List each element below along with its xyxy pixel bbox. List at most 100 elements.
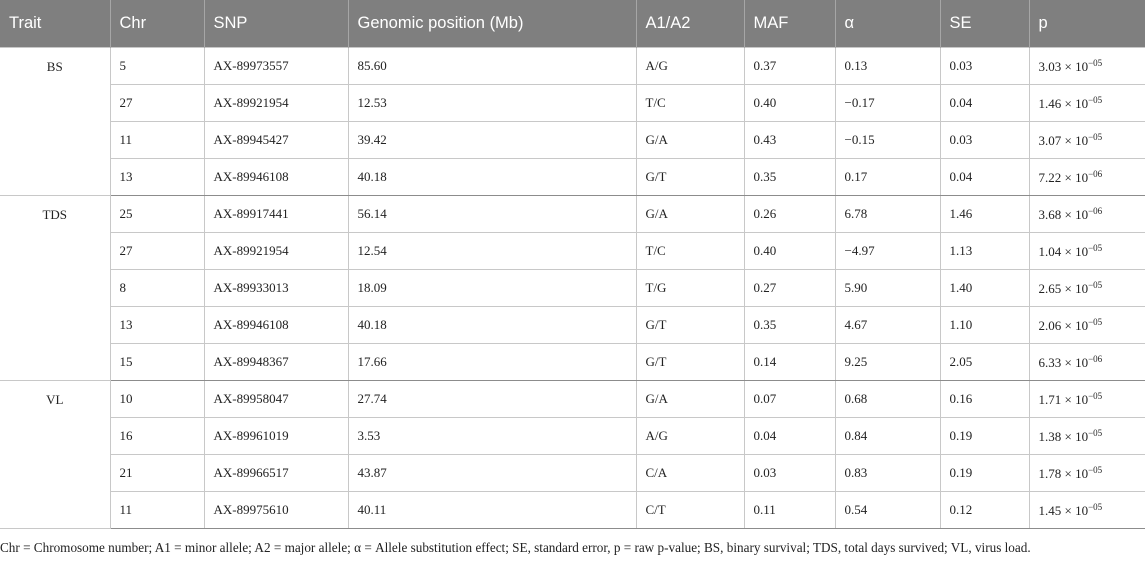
p-value-exponent: −05 xyxy=(1088,501,1103,512)
cell-alpha: 5.90 xyxy=(834,269,941,307)
cell-snp: AX-89921954 xyxy=(203,232,349,270)
cell-maf: 0.37 xyxy=(743,47,836,85)
cell-alpha: −4.97 xyxy=(834,232,941,270)
cell-trait: BS xyxy=(0,47,111,196)
cell-trait: TDS xyxy=(0,195,111,381)
table-row: 13 AX-89946108 40.18 G/T 0.35 4.67 1.10 2.06 × … xyxy=(0,306,1145,344)
cell-snp: AX-89933013 xyxy=(203,269,349,307)
cell-trait: VL xyxy=(0,380,111,529)
cell-se: 0.16 xyxy=(939,380,1030,418)
table-row: 13 AX-89946108 40.18 G/T 0.35 0.17 0.04 7.22 × … xyxy=(0,158,1145,196)
cell-alpha: 0.83 xyxy=(834,454,941,492)
cell-p: 2.65 × 10−05 xyxy=(1028,269,1145,307)
p-value-base: 1.46 × 10 xyxy=(1038,95,1089,111)
cell-position: 12.53 xyxy=(347,84,637,122)
cell-snp: AX-89948367 xyxy=(203,343,349,381)
cell-maf: 0.35 xyxy=(743,306,836,344)
table-row: 8 AX-89933013 18.09 T/G 0.27 5.90 1.40 2.65 × 1… xyxy=(0,269,1145,307)
cell-chr: 16 xyxy=(110,417,205,455)
cell-alleles: G/A xyxy=(635,195,745,233)
p-value-base: 2.06 × 10 xyxy=(1038,317,1089,333)
cell-se: 0.19 xyxy=(939,417,1030,455)
col-header-position: Genomic position (Mb) xyxy=(347,0,636,48)
snp-association-table: Trait Chr SNP Genomic position (Mb) A1/A… xyxy=(0,0,1145,529)
cell-chr: 27 xyxy=(110,232,205,270)
p-value-exponent: −06 xyxy=(1088,353,1103,364)
cell-p: 7.22 × 10−06 xyxy=(1028,158,1145,196)
cell-maf: 0.27 xyxy=(743,269,836,307)
cell-p: 1.04 × 10−05 xyxy=(1028,232,1145,270)
cell-position: 43.87 xyxy=(347,454,637,492)
table-row: 15 AX-89948367 17.66 G/T 0.14 9.25 2.05 6.33 × … xyxy=(0,343,1145,381)
cell-se: 0.19 xyxy=(939,454,1030,492)
cell-p: 1.38 × 10−05 xyxy=(1028,417,1145,455)
col-header-se: SE xyxy=(939,0,1029,48)
p-value-exponent: −05 xyxy=(1088,242,1103,253)
cell-se: 1.10 xyxy=(939,306,1030,344)
cell-snp: AX-89946108 xyxy=(203,158,349,196)
cell-snp: AX-89975610 xyxy=(203,491,349,529)
cell-chr: 27 xyxy=(110,84,205,122)
p-value-base: 7.22 × 10 xyxy=(1038,169,1089,185)
p-value-exponent: −06 xyxy=(1088,205,1103,216)
cell-position: 40.11 xyxy=(347,491,637,529)
table-row: 27 AX-89921954 12.54 T/C 0.40 −4.97 1.13 1.04 ×… xyxy=(0,232,1145,270)
cell-alleles: A/G xyxy=(635,417,745,455)
p-value-exponent: −05 xyxy=(1088,57,1103,68)
cell-maf: 0.04 xyxy=(743,417,836,455)
col-header-chr: Chr xyxy=(109,0,204,48)
p-value-exponent: −05 xyxy=(1088,390,1103,401)
cell-snp: AX-89946108 xyxy=(203,306,349,344)
cell-alleles: C/T xyxy=(635,491,745,529)
cell-se: 0.03 xyxy=(939,47,1030,85)
p-value-base: 6.33 × 10 xyxy=(1038,354,1089,370)
p-value-exponent: −05 xyxy=(1088,464,1103,475)
cell-alleles: C/A xyxy=(635,454,745,492)
cell-position: 27.74 xyxy=(347,380,637,418)
cell-position: 18.09 xyxy=(347,269,637,307)
cell-chr: 13 xyxy=(110,306,205,344)
cell-position: 56.14 xyxy=(347,195,637,233)
table-row: 11 AX-89975610 40.11 C/T 0.11 0.54 0.12 1.45 × … xyxy=(0,491,1145,529)
cell-se: 0.12 xyxy=(939,491,1030,529)
cell-p: 3.68 × 10−06 xyxy=(1028,195,1145,233)
cell-se: 0.04 xyxy=(939,84,1030,122)
cell-chr: 11 xyxy=(110,491,205,529)
p-value-exponent: −05 xyxy=(1088,427,1103,438)
table-body: BS 5 AX-89973557 85.60 A/G 0.37 0.13 0.03 3.03 ×… xyxy=(0,47,1145,529)
cell-alleles: G/A xyxy=(635,380,745,418)
col-header-alleles: A1/A2 xyxy=(635,0,744,48)
table-row: TDS 25 AX-89917441 56.14 G/A 0.26 6.78 1.46 3.68… xyxy=(0,195,1145,381)
header-row: Trait Chr SNP Genomic position (Mb) A1/A… xyxy=(0,0,1145,48)
cell-alleles: T/C xyxy=(635,84,745,122)
cell-maf: 0.14 xyxy=(743,343,836,381)
cell-p: 3.07 × 10−05 xyxy=(1028,121,1145,159)
table-row: 16 AX-89961019 3.53 A/G 0.04 0.84 0.19 1.38 × 1… xyxy=(0,417,1145,455)
p-value-exponent: −05 xyxy=(1088,131,1103,142)
cell-position: 12.54 xyxy=(347,232,637,270)
cell-snp: AX-89921954 xyxy=(203,84,349,122)
cell-alpha: 0.17 xyxy=(834,158,941,196)
table-row: BS 5 AX-89973557 85.60 A/G 0.37 0.13 0.03 3.03 ×… xyxy=(0,47,1145,196)
cell-alpha: 9.25 xyxy=(834,343,941,381)
cell-alleles: T/G xyxy=(635,269,745,307)
cell-p: 6.33 × 10−06 xyxy=(1028,343,1145,381)
cell-chr: 10 xyxy=(109,380,205,418)
cell-alleles: G/A xyxy=(635,121,745,159)
p-value-base: 1.04 × 10 xyxy=(1038,243,1089,259)
cell-maf: 0.40 xyxy=(743,232,836,270)
cell-position: 40.18 xyxy=(347,158,637,196)
p-value-base: 3.07 × 10 xyxy=(1038,132,1089,148)
table-row: 27 AX-89921954 12.53 T/C 0.40 −0.17 0.04 1.46 ×… xyxy=(0,84,1145,122)
cell-maf: 0.43 xyxy=(743,121,836,159)
col-header-snp: SNP xyxy=(203,0,348,48)
cell-se: 2.05 xyxy=(939,343,1030,381)
cell-alpha: 6.78 xyxy=(834,195,941,233)
p-value-base: 3.03 × 10 xyxy=(1038,58,1089,74)
p-value-base: 1.78 × 10 xyxy=(1038,465,1089,481)
cell-alpha: −0.17 xyxy=(834,84,941,122)
cell-snp: AX-89973557 xyxy=(203,47,349,85)
cell-alpha: 0.13 xyxy=(834,47,941,85)
cell-chr: 13 xyxy=(110,158,205,196)
col-header-alpha: α xyxy=(834,0,940,48)
